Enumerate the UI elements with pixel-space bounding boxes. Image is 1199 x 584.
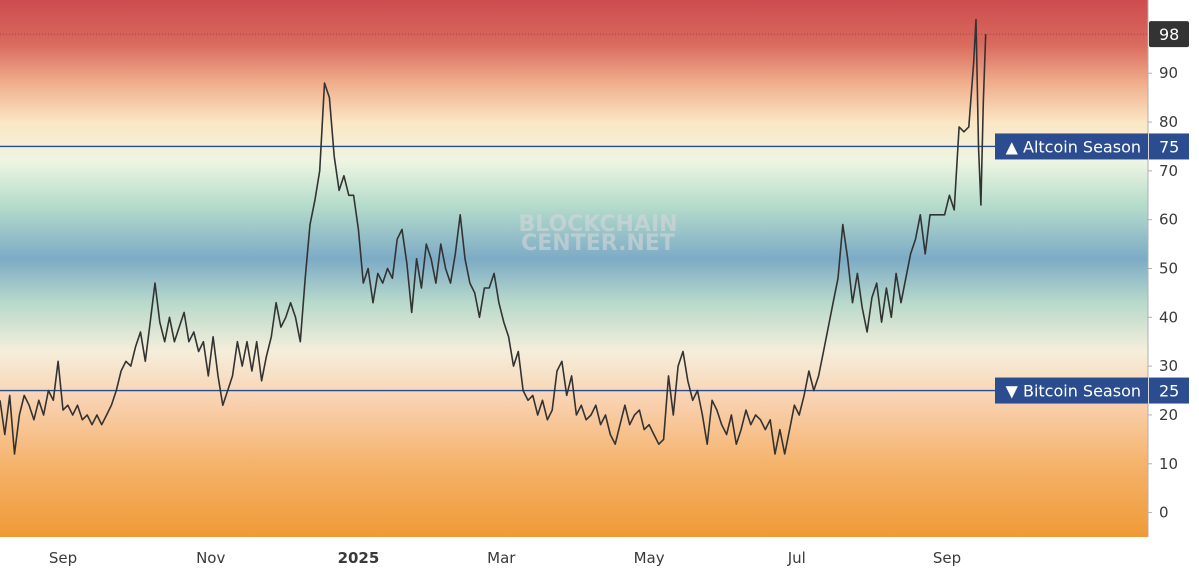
reference-line-label: ▼ Bitcoin Season — [1006, 382, 1141, 401]
last-value-badge: 98 — [1149, 21, 1189, 48]
x-tick-label: Jul — [787, 549, 806, 567]
reference-value-background — [1149, 133, 1189, 160]
x-tick-label: Sep — [49, 549, 77, 567]
last-value-background — [1149, 21, 1189, 48]
x-tick-label: Sep — [933, 549, 961, 567]
watermark-line: CENTER.NET — [521, 231, 675, 256]
x-tick-label: Mar — [487, 549, 516, 567]
plot-background — [0, 0, 1148, 537]
x-tick-label: 2025 — [338, 549, 380, 567]
y-tick-label: 0 — [1159, 504, 1169, 522]
y-tick-label: 30 — [1159, 357, 1178, 375]
y-tick-label: 70 — [1159, 162, 1178, 180]
y-tick-label: 60 — [1159, 211, 1178, 229]
y-tick-label: 50 — [1159, 260, 1178, 278]
watermark-line: BLOCKCHAIN — [518, 212, 677, 237]
y-tick-label: 40 — [1159, 308, 1178, 326]
reference-value-label: 25 — [1159, 382, 1179, 401]
series-line — [0, 18, 987, 455]
reference-value-label: 75 — [1159, 137, 1179, 156]
badges: ▲ Altcoin Season 75 ▼ Bitcoin Season 25 98 — [995, 21, 1189, 404]
reference-label-background — [995, 133, 1148, 160]
reference-label-background — [995, 377, 1148, 404]
reference-line-label: ▲ Altcoin Season — [1006, 137, 1141, 156]
x-tick-label: Nov — [196, 549, 225, 567]
y-tick-label: 10 — [1159, 455, 1178, 473]
y-tick-label: 20 — [1159, 406, 1178, 424]
y-tick-label: 80 — [1159, 113, 1178, 131]
y-tick-label: 90 — [1159, 64, 1178, 82]
last-value-label: 98 — [1159, 25, 1179, 44]
reference-line-badge: ▲ Altcoin Season 75 — [995, 133, 1189, 160]
y-axis-ticks: 0 10 20 30 40 50 60 70 80 90 — [1148, 64, 1178, 522]
reference-value-background — [1149, 377, 1189, 404]
x-axis-ticks: Sep Nov 2025 Mar May Jul Sep — [49, 549, 961, 567]
reference-line-badge: ▼ Bitcoin Season 25 — [995, 377, 1189, 404]
series-group — [0, 18, 987, 455]
x-tick-label: May — [634, 549, 665, 567]
